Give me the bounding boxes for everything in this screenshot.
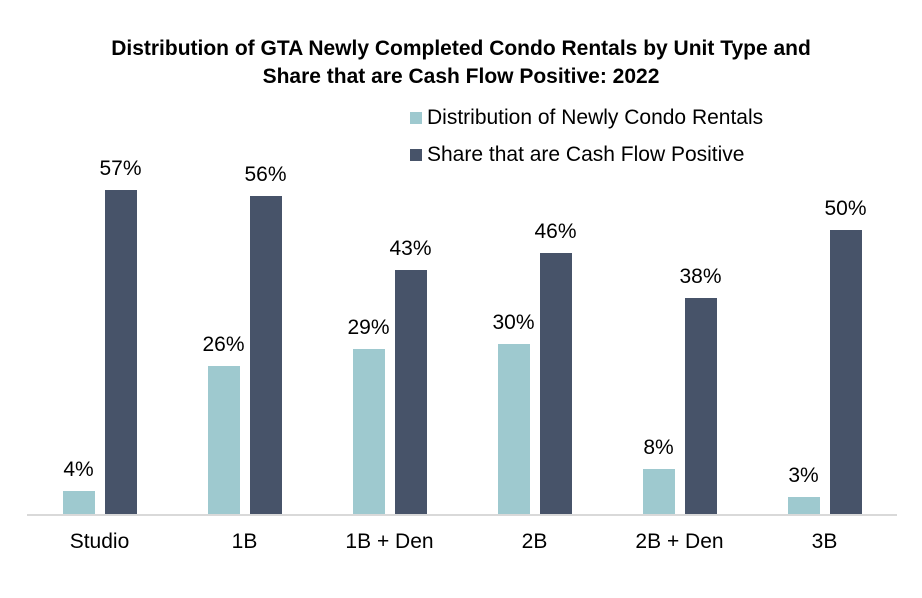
bar-column: 50% <box>824 197 867 514</box>
legend-label: Distribution of Newly Condo Rentals <box>427 105 764 129</box>
category-group: 30% 46% <box>462 162 607 514</box>
bar-value-label: 26% <box>202 333 245 356</box>
legend-item[interactable]: Distribution of Newly Condo Rentals <box>410 106 763 129</box>
bar[interactable] <box>642 469 675 514</box>
bar-value-label: 50% <box>824 197 867 220</box>
category-group: 4% 57% <box>27 157 172 514</box>
bar-groups: 4% 57% 26% 56% 29% 43% 30% 46% 8% 38% 3% 50% <box>27 157 897 514</box>
bar-pair: 29% 43% <box>347 162 432 514</box>
bar[interactable] <box>104 190 137 514</box>
bar-value-label: 3% <box>788 464 819 487</box>
x-axis-line <box>27 514 897 516</box>
category-group: 26% 56% <box>172 162 317 514</box>
bar[interactable] <box>684 298 717 514</box>
bar-column: 46% <box>534 220 577 514</box>
legend: Distribution of Newly Condo Rentals Share… <box>410 106 763 166</box>
x-axis-label: 2B + Den <box>635 530 724 553</box>
legend-swatch-icon <box>410 148 422 161</box>
bar[interactable] <box>829 230 862 514</box>
bar-column: 8% <box>642 436 675 514</box>
bar-pair: 26% 56% <box>202 162 287 514</box>
bar-column: 56% <box>244 163 287 514</box>
bar[interactable] <box>394 270 427 514</box>
bar-value-label: 38% <box>679 265 722 288</box>
x-axis-label: 1B <box>231 530 258 553</box>
bar-value-label: 57% <box>99 157 142 180</box>
bar[interactable] <box>207 366 240 514</box>
bar[interactable] <box>539 253 572 514</box>
bar[interactable] <box>497 344 530 514</box>
category-group: 8% 38% <box>607 162 752 514</box>
bar-value-label: 29% <box>347 316 390 339</box>
bar[interactable] <box>352 349 385 514</box>
bar[interactable] <box>787 497 820 514</box>
legend-label: Share that are Cash Flow Positive <box>427 142 745 166</box>
bar-column: 38% <box>679 265 722 514</box>
x-axis-label: 3B <box>811 530 838 553</box>
plot-area: 4% 57% 26% 56% 29% 43% 30% 46% 8% 38% 3% 50% Studio… <box>27 157 897 554</box>
bar-pair: 30% 46% <box>492 162 577 514</box>
bar-value-label: 46% <box>534 220 577 243</box>
x-axis-label: 2B <box>521 530 548 553</box>
chart-title-line-2: Share that are Cash Flow Positive: 2022 <box>262 65 660 88</box>
bar[interactable] <box>62 491 95 514</box>
bar-pair: 8% 38% <box>642 162 722 514</box>
bar-value-label: 56% <box>244 163 287 186</box>
bar-column: 26% <box>202 333 245 514</box>
legend-swatch-icon <box>410 111 422 124</box>
x-axis-labels: Studio 1B 1B + Den 2B 2B + Den 3B <box>27 530 897 554</box>
chart-title-line-1: Distribution of GTA Newly Completed Cond… <box>111 37 811 60</box>
bar-pair: 3% 50% <box>787 162 867 514</box>
chart-title: Distribution of GTA Newly Completed Cond… <box>0 35 922 91</box>
bar-column: 57% <box>99 157 142 514</box>
bar-value-label: 4% <box>63 458 94 481</box>
bar-column: 4% <box>62 458 95 514</box>
bar-value-label: 30% <box>492 311 535 334</box>
category-group: 3% 50% <box>752 162 897 514</box>
bar-pair: 4% 57% <box>62 157 142 514</box>
category-group: 29% 43% <box>317 162 462 514</box>
bar-column: 30% <box>492 311 535 514</box>
bar-value-label: 43% <box>389 237 432 260</box>
bar-column: 29% <box>347 316 390 514</box>
x-axis-label: 1B + Den <box>345 530 434 553</box>
bar-column: 43% <box>389 237 432 514</box>
x-axis-label: Studio <box>69 530 130 553</box>
bar-value-label: 8% <box>643 436 674 459</box>
bar[interactable] <box>249 196 282 514</box>
legend-item[interactable]: Share that are Cash Flow Positive <box>410 143 763 166</box>
bar-column: 3% <box>787 464 820 514</box>
